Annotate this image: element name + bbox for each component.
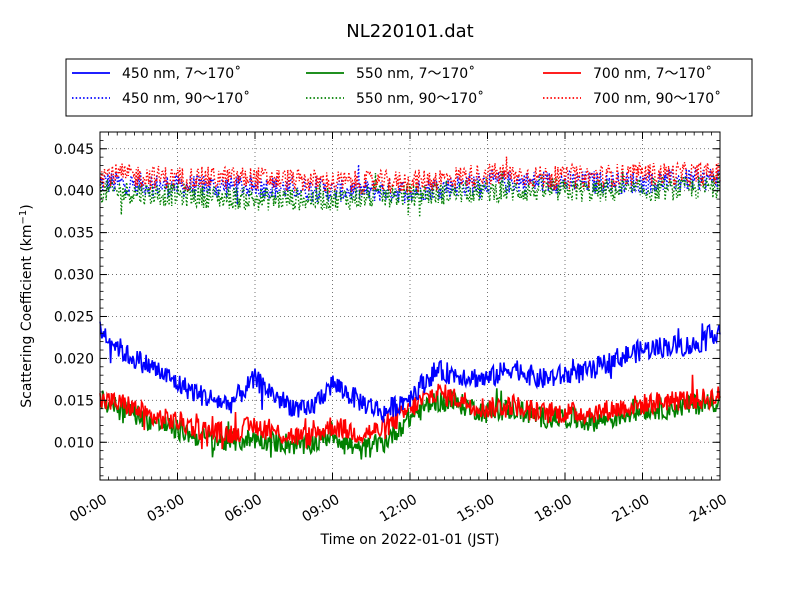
x-tick-label: 15:00 bbox=[455, 492, 498, 526]
legend-label-2: 550 nm, 7～170˚ bbox=[356, 65, 475, 82]
x-tick-label: 03:00 bbox=[145, 492, 188, 526]
series-layer bbox=[99, 156, 721, 460]
x-tick-label: 09:00 bbox=[300, 492, 343, 526]
y-axis-label-exponent: −1 bbox=[18, 210, 29, 225]
x-tick-label: 21:00 bbox=[610, 492, 653, 526]
y-tick-label: 0.025 bbox=[54, 309, 94, 325]
legend-label-5: 700 nm, 90～170˚ bbox=[593, 90, 721, 107]
series-line-5 bbox=[99, 156, 721, 197]
series-line-3 bbox=[99, 170, 721, 218]
y-tick-label: 0.030 bbox=[54, 268, 94, 284]
y-tick-label: 0.010 bbox=[54, 435, 94, 451]
y-axis-label-main: Scattering Coefficient (km bbox=[19, 224, 35, 407]
x-tick-label: 12:00 bbox=[377, 492, 420, 526]
x-tick-label: 18:00 bbox=[532, 492, 575, 526]
legend: 450 nm, 7～170˚ 450 nm, 90～170˚ 550 nm, 7～1… bbox=[65, 58, 753, 117]
x-tick-label: 06:00 bbox=[222, 492, 265, 526]
legend-label-3: 550 nm, 90～170˚ bbox=[356, 90, 484, 107]
chart-title: NL220101.dat bbox=[346, 21, 473, 42]
y-axis-label-close: ) bbox=[19, 204, 35, 209]
x-axis-label: Time on 2022-01-01 (JST) bbox=[320, 532, 500, 548]
y-tick-label: 0.040 bbox=[54, 184, 94, 200]
x-tick-label: 00:00 bbox=[67, 492, 110, 526]
y-tick-label: 0.015 bbox=[54, 393, 94, 409]
series-line-0 bbox=[99, 321, 721, 423]
y-axis-label: Scattering Coefficient (km−1) bbox=[18, 204, 35, 408]
legend-label-4: 700 nm, 7～170˚ bbox=[593, 65, 712, 82]
grid bbox=[100, 132, 720, 480]
series-line-1 bbox=[99, 164, 721, 205]
legend-label-0: 450 nm, 7～170˚ bbox=[122, 65, 241, 82]
legend-frame bbox=[65, 58, 753, 117]
x-tick-label: 24:00 bbox=[687, 492, 730, 526]
y-tick-label: 0.045 bbox=[54, 142, 94, 158]
legend-label-1: 450 nm, 90～170˚ bbox=[122, 90, 250, 107]
y-tick-label: 0.020 bbox=[54, 351, 94, 367]
y-tick-label: 0.035 bbox=[54, 226, 94, 242]
